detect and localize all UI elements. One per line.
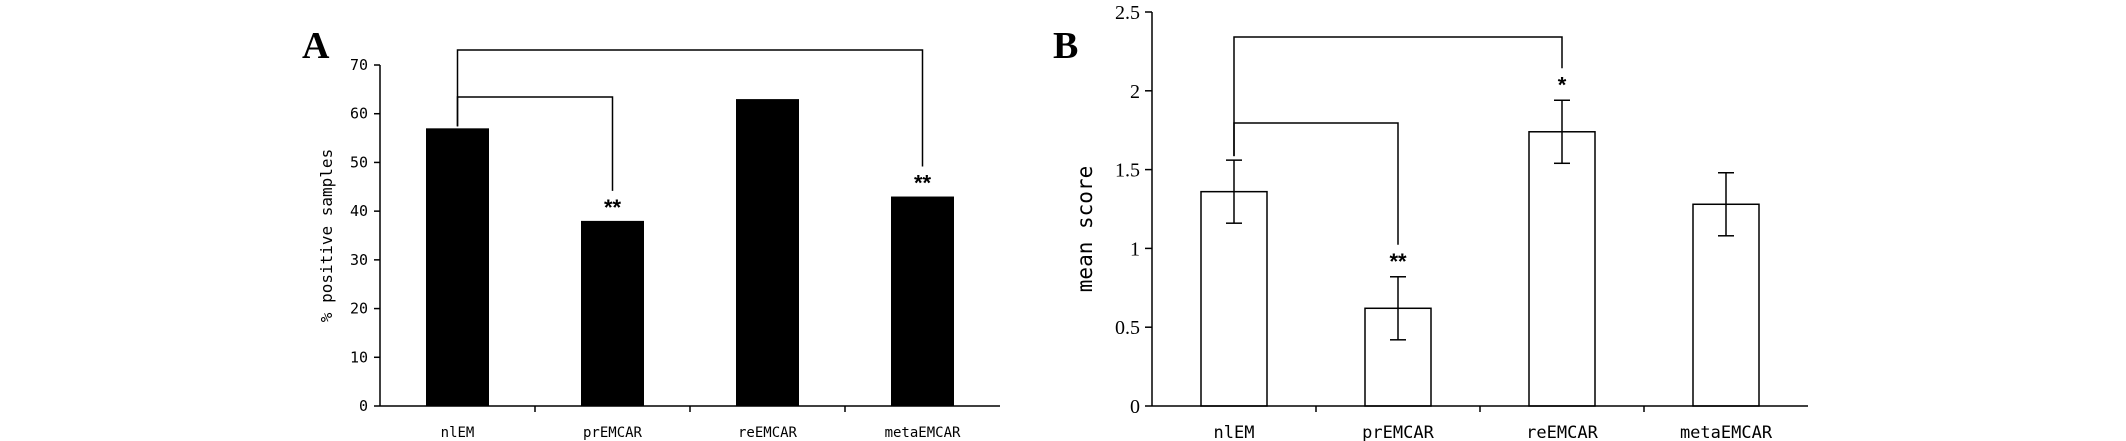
significance-marker: ** [914, 171, 932, 196]
bar [1528, 131, 1596, 407]
bar [1692, 203, 1760, 407]
y-tick-label: 1.5 [1115, 160, 1140, 182]
panel-b-bars [1200, 131, 1760, 407]
y-tick-label: 60 [350, 105, 368, 123]
significance-bracket [1233, 36, 1563, 157]
bar [1200, 190, 1268, 407]
panel-b-significance: *** [1233, 36, 1567, 274]
panel-b-category-labels: nlEM prEMCAR reEMCAR metaEMCAR [1214, 423, 1773, 441]
y-tick-label: 0.5 [1115, 317, 1140, 339]
y-tick-label: 20 [350, 300, 368, 318]
significance-marker: * [1558, 72, 1567, 97]
x-category-label: nlEM [1214, 423, 1255, 441]
panel-b-y-axis-label: mean score [1073, 166, 1097, 292]
y-tick-label: 10 [350, 348, 368, 366]
significance-marker: ** [604, 195, 622, 220]
bar [891, 196, 954, 406]
x-category-label: nlEM [441, 425, 475, 441]
panel-a-y-axis-label: % positive samples [317, 149, 336, 322]
panel-a-significance: ** ** [456, 49, 932, 220]
panel-a-axes [379, 65, 1000, 412]
y-tick-label: 2 [1130, 81, 1140, 103]
panel-b-y-ticks: 0 0.5 1 1.5 2 2.5 [1115, 2, 1152, 418]
y-tick-label: 40 [350, 202, 368, 220]
x-category-label: prEMCAR [583, 425, 643, 441]
bar [736, 99, 799, 406]
x-category-label: metaEMCAR [885, 425, 961, 441]
significance-marker: ** [1389, 249, 1407, 274]
y-tick-label: 50 [350, 153, 368, 171]
panel-a-bars [426, 99, 954, 407]
x-category-label: reEMCAR [738, 425, 798, 441]
x-category-label: metaEMCAR [1680, 423, 1773, 441]
panel-b-label: B [1053, 25, 1078, 67]
x-category-label: prEMCAR [1362, 423, 1434, 441]
panel-a-chart: A % positive samples 0 10 20 30 40 50 60 70 nlE… [302, 25, 1000, 441]
panel-b-chart: B mean score 0 0.5 1 1.5 2 2.5 nlEM prEMCAR reE… [1053, 2, 1808, 441]
panel-a-label: A [302, 25, 330, 67]
panel-a-category-labels: nlEM prEMCAR reEMCAR metaEMCAR [441, 425, 961, 441]
y-tick-label: 2.5 [1115, 2, 1140, 24]
y-tick-label: 1 [1130, 238, 1140, 260]
panel-b-error-bars [1226, 99, 1734, 341]
y-tick-label: 0 [359, 397, 368, 415]
bar [581, 220, 644, 406]
bar [426, 128, 489, 407]
y-tick-label: 30 [350, 251, 368, 269]
x-category-label: reEMCAR [1526, 423, 1598, 441]
panel-a-y-ticks: 0 10 20 30 40 50 60 70 [350, 56, 380, 415]
significance-bracket [456, 49, 924, 167]
y-tick-label: 0 [1130, 396, 1140, 418]
panel-b-axes [1151, 12, 1808, 412]
y-tick-label: 70 [350, 56, 368, 74]
